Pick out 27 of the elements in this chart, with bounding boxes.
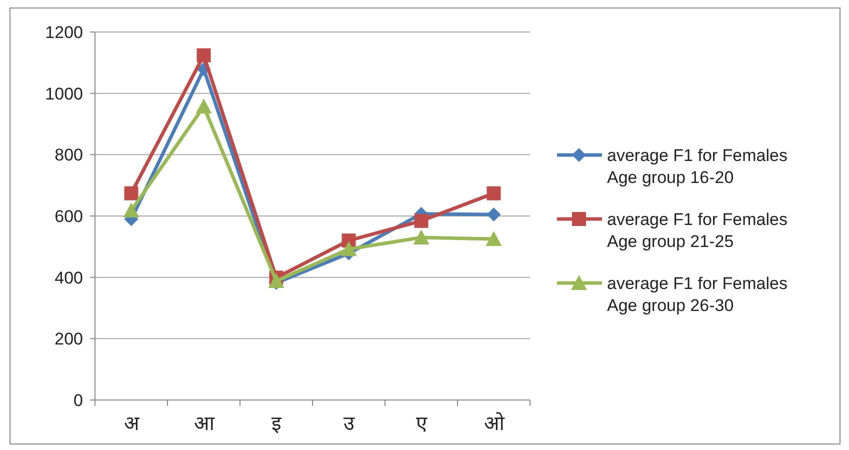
y-tick-label: 0 [74, 391, 83, 410]
point [340, 241, 357, 256]
y-tick-label: 200 [54, 330, 83, 349]
x-tick-label: अ [124, 413, 140, 435]
x-tick-label: आ [194, 413, 215, 435]
point [486, 207, 501, 222]
point [486, 186, 501, 200]
x-tick-label: उ [343, 413, 356, 435]
point [268, 273, 284, 288]
point [413, 229, 430, 244]
y-tick-label: 1000 [45, 84, 83, 104]
y-tick-label: 1200 [45, 23, 83, 42]
point [196, 98, 212, 114]
legend-label: average F1 for Females Age group 21-25 [607, 210, 788, 251]
point [124, 186, 138, 200]
x-tick-label: ओ [484, 412, 505, 435]
y-tick-label: 400 [54, 268, 83, 288]
legend-label: average F1 for Females Age group 16-20 [607, 146, 788, 187]
point [414, 214, 428, 228]
y-tick-label: 800 [54, 146, 83, 165]
point [196, 48, 211, 62]
point [486, 231, 502, 246]
x-tick-label: ए [416, 413, 428, 435]
legend-label: average F1 for Females Age group 26-30 [607, 274, 788, 315]
point [123, 202, 140, 218]
y-tick-label: 600 [54, 207, 83, 226]
x-tick-label: इ [271, 413, 282, 435]
